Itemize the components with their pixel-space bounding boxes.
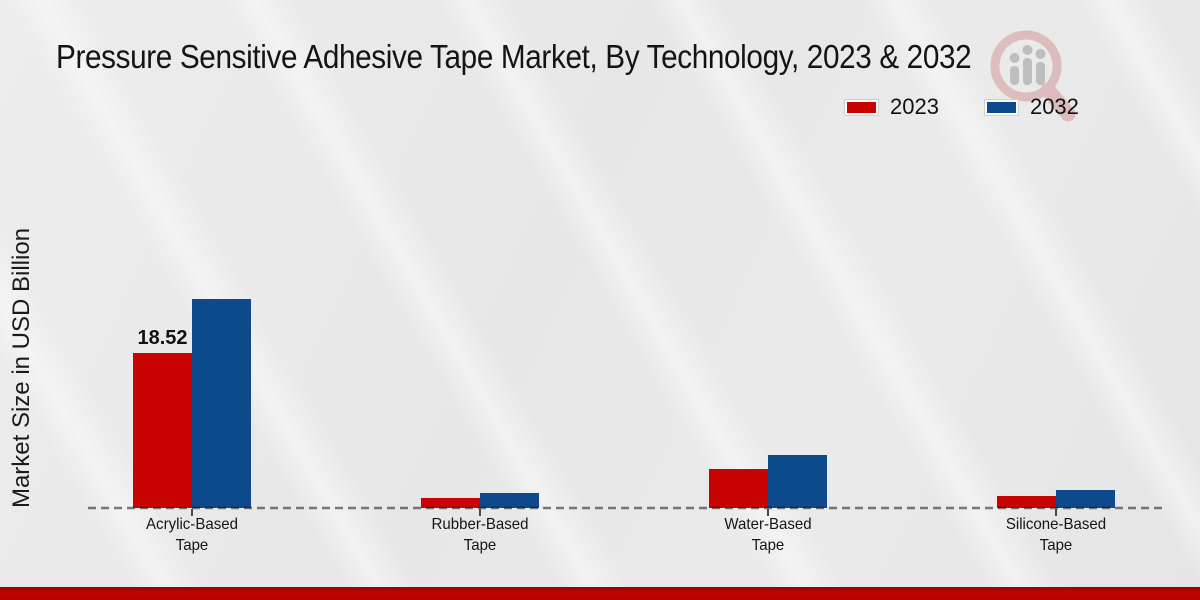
bar-value-label-2023: 18.52 <box>137 327 188 349</box>
legend-label-2032: 2032 <box>1029 94 1079 119</box>
category-label-silicone-based: Silicone-Based Tape <box>1005 516 1107 554</box>
magnifier-chart-watermark-icon <box>990 30 1076 122</box>
x-axis-tick-acrylic-based <box>191 509 193 516</box>
legend: 2023 2032 <box>845 94 1079 120</box>
legend-swatch-2032 <box>984 99 1018 115</box>
x-axis-tick-water-based <box>767 509 769 516</box>
category-label-water-based: Water-Based Tape <box>724 516 812 554</box>
bar-2032-rubber-based <box>480 493 539 508</box>
legend-swatch-2023 <box>845 99 878 115</box>
legend-label-2023: 2023 <box>890 94 939 119</box>
bar-2023-rubber-based <box>421 498 480 508</box>
chart-title: Pressure Sensitive Adhesive Tape Market,… <box>56 38 972 75</box>
bottom-accent-bar <box>0 587 1200 600</box>
category-label-rubber-based: Rubber-Based Tape <box>431 516 529 554</box>
legend-item-2032: 2032 <box>984 94 1079 120</box>
legend-item-2023: 2023 <box>845 94 939 120</box>
bar-2023-acrylic-based <box>133 353 192 508</box>
bar-2032-water-based <box>768 455 827 508</box>
bar-2032-acrylic-based <box>192 299 251 508</box>
x-axis-tick-silicone-based <box>1055 509 1057 516</box>
bar-2023-water-based <box>709 469 768 508</box>
x-axis-tick-rubber-based <box>479 509 481 516</box>
bar-2032-silicone-based <box>1056 490 1115 508</box>
y-axis-label: Market Size in USD Billion <box>8 227 35 509</box>
bar-2023-silicone-based <box>997 496 1056 508</box>
category-label-acrylic-based: Acrylic-Based Tape <box>146 516 238 554</box>
